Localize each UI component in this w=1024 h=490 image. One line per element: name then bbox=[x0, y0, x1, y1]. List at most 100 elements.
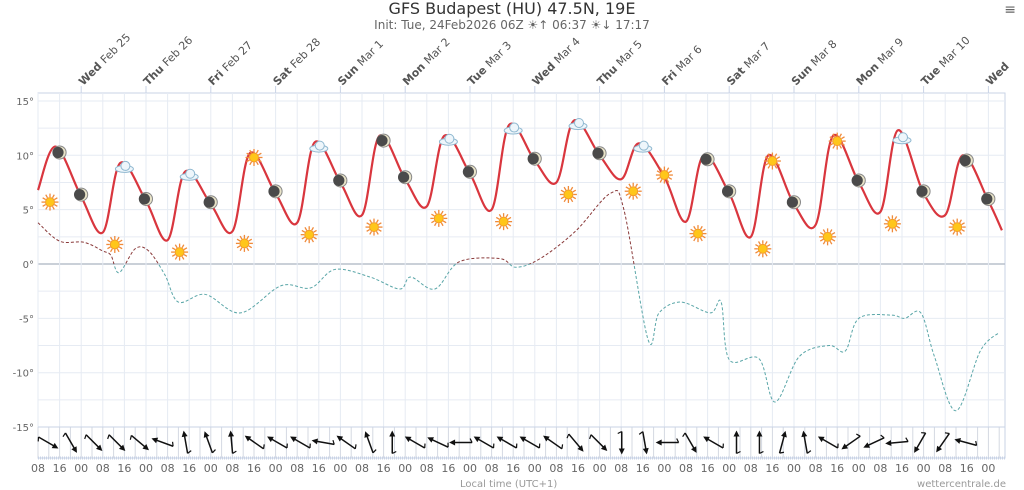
wind-arrow-head bbox=[733, 430, 740, 437]
credit-link[interactable]: wettercentrale.de bbox=[917, 479, 1006, 490]
sun-ray bbox=[839, 133, 843, 138]
sun-ray bbox=[45, 194, 49, 199]
wind-arrow bbox=[778, 430, 787, 454]
sun-ray bbox=[369, 219, 373, 224]
sun-icon bbox=[300, 226, 318, 244]
sun-ray bbox=[375, 231, 379, 235]
sun-ray bbox=[829, 240, 833, 245]
sun-disc bbox=[498, 216, 509, 227]
cloud-puff bbox=[120, 160, 131, 171]
wind-barb bbox=[211, 449, 216, 454]
sun-ray bbox=[498, 213, 502, 218]
sun-ray bbox=[961, 229, 965, 232]
cloud-icon bbox=[114, 160, 134, 173]
x-tick-label: 08 bbox=[96, 462, 110, 475]
sun-ray bbox=[572, 189, 577, 193]
wind-arrow-head bbox=[519, 436, 527, 443]
wind-arrow-head bbox=[228, 430, 235, 437]
sun-ray bbox=[431, 213, 435, 217]
plot-area bbox=[37, 92, 1006, 459]
wind-barb bbox=[232, 450, 237, 454]
sun-ray bbox=[560, 189, 565, 193]
sun-ray bbox=[507, 223, 512, 227]
wind-barb bbox=[129, 435, 132, 440]
wind-barb bbox=[262, 444, 265, 449]
sun-ray bbox=[774, 153, 778, 158]
wind-arrow bbox=[336, 435, 357, 450]
wind-arrow-head bbox=[691, 446, 697, 453]
wind-barb bbox=[921, 432, 926, 434]
sunset-time: 17:17 bbox=[615, 18, 650, 32]
sun-ray bbox=[304, 227, 308, 231]
wind-barb bbox=[447, 442, 449, 448]
wind-arrow-head bbox=[756, 430, 763, 437]
wind-arrow bbox=[885, 437, 909, 447]
x-tick-label: 00 bbox=[204, 462, 218, 475]
sun-ray bbox=[255, 149, 259, 154]
moon-shadow bbox=[722, 185, 734, 197]
sun-disc bbox=[369, 222, 379, 233]
wind-arrow bbox=[841, 433, 861, 450]
sun-ray bbox=[116, 248, 120, 253]
cloud-icon bbox=[568, 118, 588, 131]
sun-ray bbox=[776, 156, 781, 160]
sun-ray bbox=[693, 225, 697, 230]
sun-ray bbox=[755, 250, 759, 254]
cloud-icon bbox=[438, 133, 458, 146]
wind-arrow-head bbox=[51, 442, 59, 449]
sun-ray bbox=[51, 194, 55, 199]
wind-arrow bbox=[756, 430, 764, 455]
sun-ray bbox=[258, 152, 262, 156]
sun-icon bbox=[819, 228, 837, 246]
sun-ray bbox=[255, 161, 259, 166]
sun-disc bbox=[239, 238, 250, 249]
sun-ray bbox=[666, 167, 670, 172]
sun-icon bbox=[624, 182, 642, 200]
x-tick-label: 08 bbox=[355, 462, 369, 475]
sun-ray bbox=[236, 238, 241, 242]
wind-arrow bbox=[267, 436, 288, 449]
sun-icon bbox=[430, 209, 448, 227]
sun-ray bbox=[832, 133, 836, 138]
wind-barb bbox=[736, 450, 741, 455]
moon-shadow bbox=[74, 189, 86, 201]
day-label: Thu Feb 26 bbox=[141, 34, 195, 88]
moon-icon bbox=[398, 170, 413, 185]
sun-icon bbox=[171, 243, 189, 261]
sun-ray bbox=[570, 198, 574, 203]
wind-arrow bbox=[638, 431, 649, 455]
wind-arrow bbox=[655, 438, 680, 446]
sun-ray bbox=[433, 210, 437, 215]
wind-arrow-head bbox=[618, 448, 625, 455]
sun-icon bbox=[655, 166, 673, 184]
wind-barb bbox=[538, 443, 541, 449]
x-tick-label: 00 bbox=[463, 462, 477, 475]
wind-barb bbox=[722, 443, 724, 449]
day-label: Wed bbox=[983, 60, 1011, 88]
wind-barb bbox=[682, 432, 686, 438]
sun-disc bbox=[433, 213, 444, 224]
chart-menu-button[interactable]: ≡ bbox=[1004, 2, 1016, 18]
sun-ray bbox=[366, 229, 370, 232]
y-tick-label: 15° bbox=[16, 97, 34, 108]
sun-ray bbox=[301, 229, 306, 233]
sun-ray bbox=[109, 236, 113, 241]
wind-arrow-head bbox=[142, 444, 149, 451]
sun-ray bbox=[248, 238, 253, 242]
sunrise-time: 06:37 bbox=[552, 18, 587, 32]
y-tick-label: -10° bbox=[13, 369, 34, 380]
sun-ray bbox=[563, 198, 567, 203]
wind-arrow bbox=[290, 436, 311, 449]
sun-disc bbox=[174, 247, 185, 258]
sun-ray bbox=[109, 248, 113, 253]
moon-icon bbox=[52, 145, 67, 160]
sun-ray bbox=[248, 245, 253, 249]
wind-arrow bbox=[129, 434, 149, 451]
day-label: Tue Mar 3 bbox=[465, 39, 514, 88]
sun-ray bbox=[656, 176, 661, 180]
cloud-puff bbox=[509, 122, 520, 133]
wind-arrow bbox=[62, 432, 77, 453]
sun-ray bbox=[239, 247, 243, 252]
sun-ray bbox=[505, 213, 509, 218]
sun-ray bbox=[313, 236, 317, 240]
